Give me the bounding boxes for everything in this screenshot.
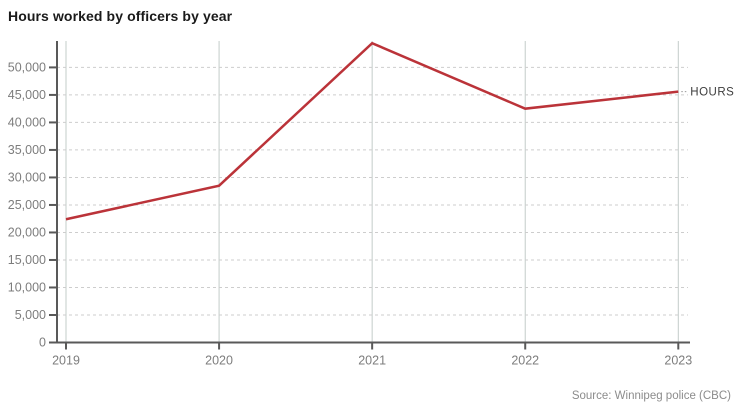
y-tick-label: 20,000 bbox=[8, 225, 46, 239]
y-tick-label: 10,000 bbox=[8, 280, 46, 294]
x-tick-label: 2023 bbox=[664, 354, 692, 368]
y-tick-label: 30,000 bbox=[8, 170, 46, 184]
y-tick-label: 45,000 bbox=[8, 88, 46, 102]
x-tick-label: 2019 bbox=[52, 354, 80, 368]
y-tick-label: 40,000 bbox=[8, 115, 46, 129]
x-tick-label: 2022 bbox=[511, 354, 539, 368]
hours-series-line bbox=[65, 41, 679, 221]
source-credit: Source: Winnipeg police (CBC) bbox=[571, 390, 731, 402]
y-tick-label: 15,000 bbox=[8, 253, 46, 267]
y-tick-label: 0 bbox=[39, 336, 46, 350]
series-label: HOURS bbox=[690, 87, 734, 99]
x-tick-label: 2020 bbox=[205, 354, 233, 368]
y-tick-label: 50,000 bbox=[8, 60, 46, 74]
y-tick-label: 25,000 bbox=[8, 198, 46, 212]
x-tick-label: 2021 bbox=[358, 354, 386, 368]
y-tick-label: 5,000 bbox=[15, 308, 46, 322]
chart-title: Hours worked by officers by year bbox=[8, 8, 233, 24]
y-tick-label: 35,000 bbox=[8, 143, 46, 157]
